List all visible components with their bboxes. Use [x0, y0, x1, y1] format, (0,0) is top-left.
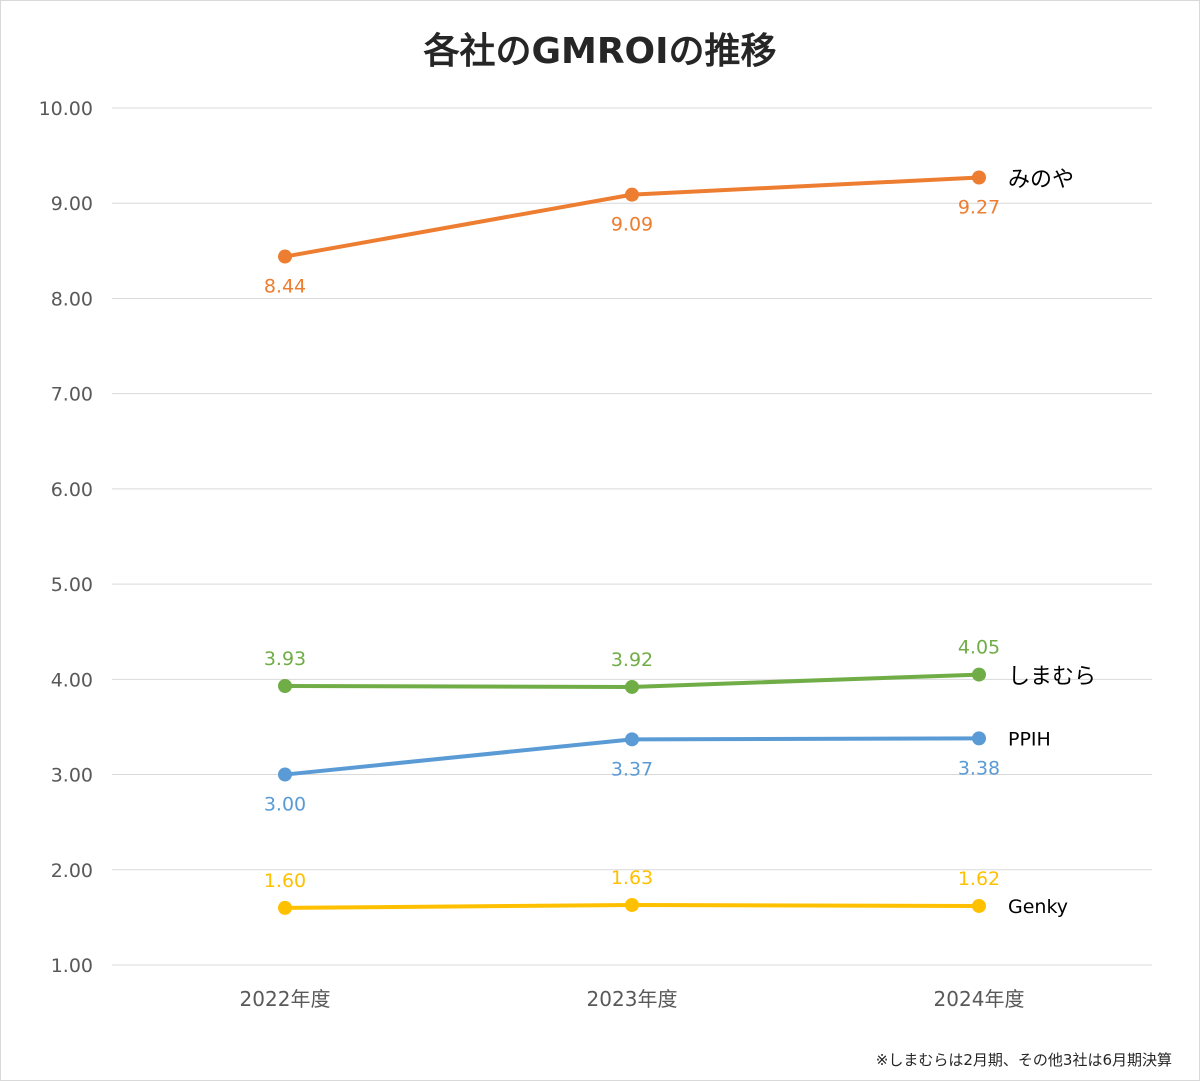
data-point	[625, 187, 639, 202]
data-label: 8.44	[264, 276, 306, 298]
y-tick-label: 1.00	[51, 955, 93, 977]
data-point	[625, 732, 639, 747]
chart-title: 各社のGMROIの推移	[423, 31, 777, 72]
data-point	[972, 731, 986, 746]
x-tick-label: 2024年度	[934, 987, 1025, 1011]
data-point	[278, 249, 292, 264]
data-label: 3.38	[958, 757, 1000, 779]
series-name-label: みのや	[1008, 168, 1074, 193]
series-name-label: Genky	[1008, 896, 1068, 918]
y-tick-label: 8.00	[51, 288, 93, 310]
y-tick-label: 4.00	[51, 669, 93, 691]
data-point	[278, 767, 292, 782]
data-label: 1.60	[264, 870, 306, 892]
data-point	[972, 667, 986, 682]
data-label: 9.27	[958, 197, 1000, 219]
y-tick-label: 7.00	[51, 384, 93, 406]
series-name-label: PPIH	[1008, 728, 1051, 750]
data-point	[972, 898, 986, 913]
data-label: 3.93	[264, 648, 306, 670]
x-tick-label: 2023年度	[587, 987, 678, 1011]
y-tick-label: 6.00	[51, 479, 93, 501]
data-label: 9.09	[611, 214, 653, 236]
data-point	[625, 679, 639, 694]
data-label: 3.00	[264, 794, 306, 816]
data-point	[972, 170, 986, 185]
data-label: 3.37	[611, 758, 653, 780]
data-label: 3.92	[611, 649, 653, 671]
data-point	[278, 678, 292, 693]
x-tick-label: 2022年度	[240, 987, 331, 1011]
data-point	[625, 898, 639, 913]
y-tick-label: 3.00	[51, 765, 93, 787]
y-tick-label: 10.00	[39, 98, 93, 120]
data-point	[278, 900, 292, 915]
data-label: 4.05	[958, 637, 1000, 659]
y-tick-label: 9.00	[51, 193, 93, 215]
data-label: 1.62	[958, 868, 1000, 890]
data-label: 1.63	[611, 867, 653, 889]
footnote: ※しまむらは2月期、その他3社は6月期決算	[875, 1051, 1172, 1069]
y-tick-label: 2.00	[51, 860, 93, 882]
y-tick-label: 5.00	[51, 574, 93, 596]
series-name-label: しまむら	[1008, 665, 1096, 690]
